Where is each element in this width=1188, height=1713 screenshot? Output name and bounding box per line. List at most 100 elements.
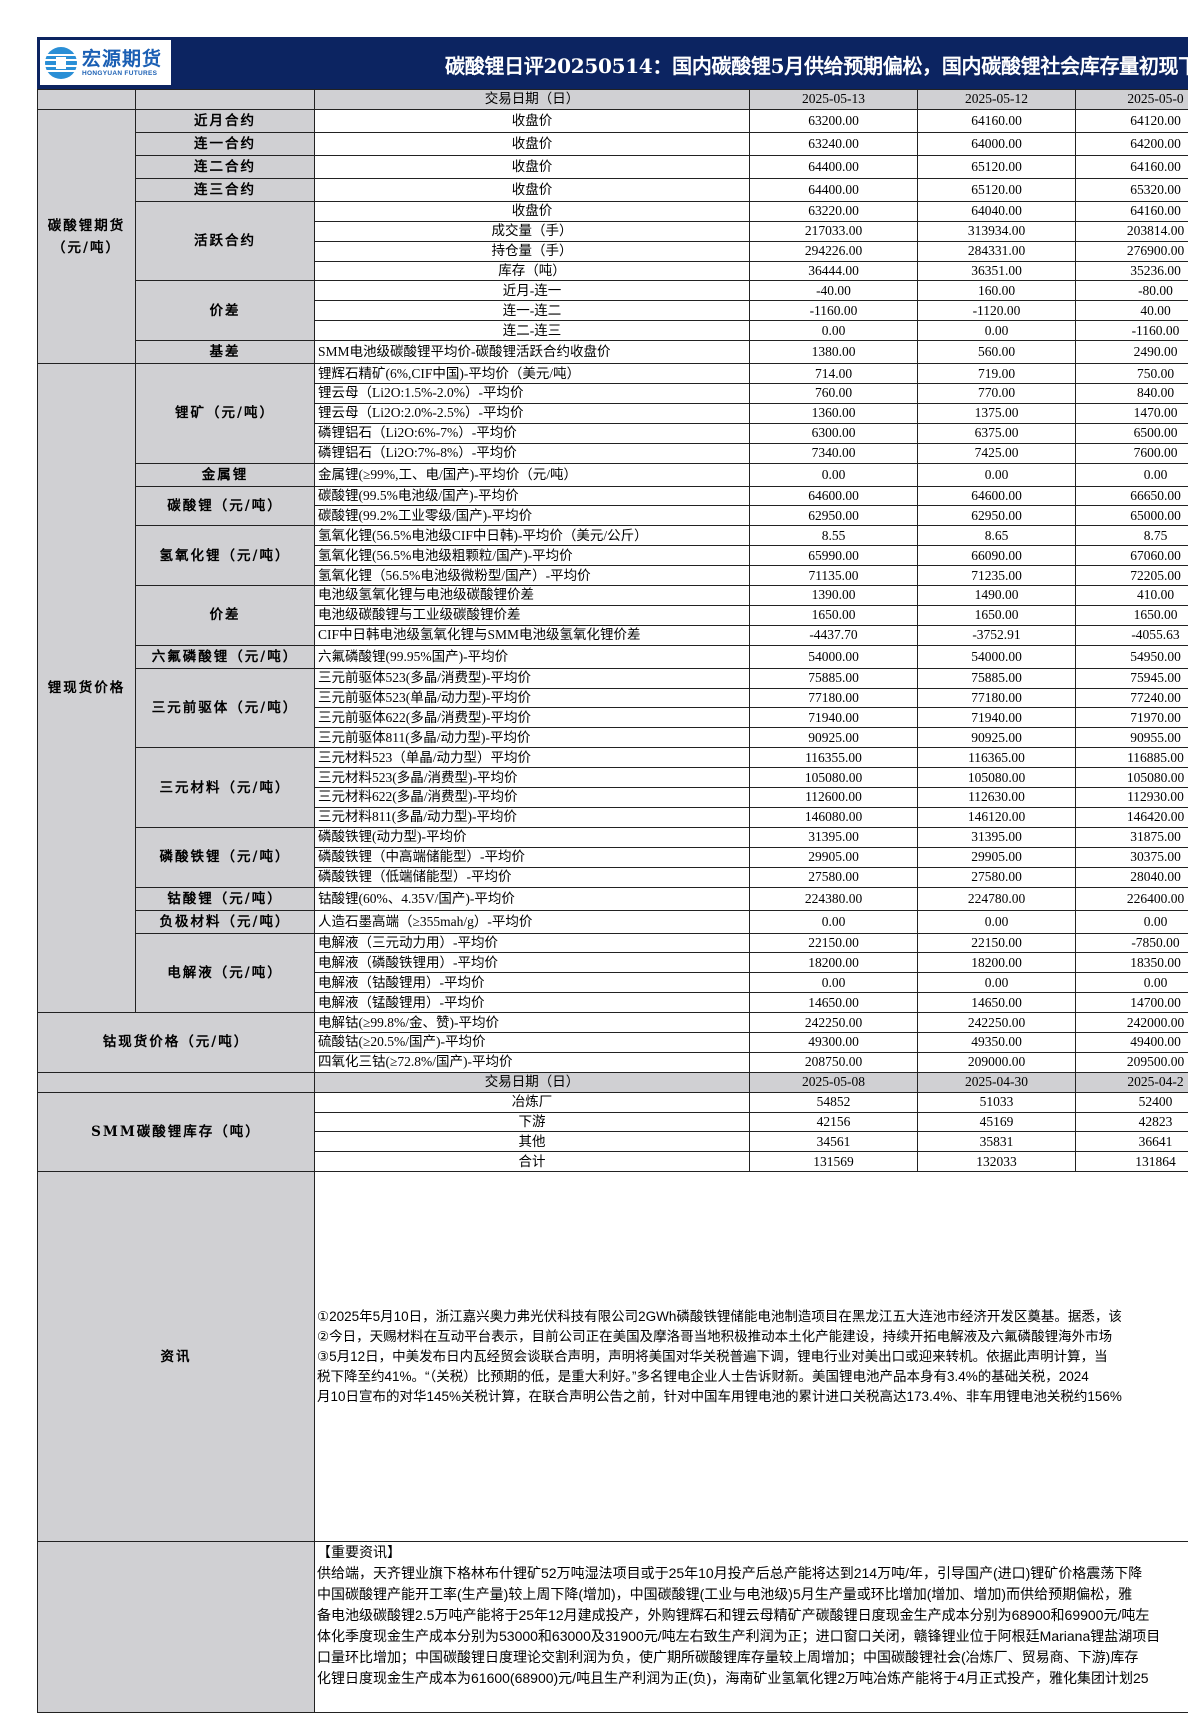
logo-chinese-name: 宏源期货 [82, 48, 162, 70]
group-label: 价差 [136, 281, 315, 341]
row-value: 31395.00 [750, 827, 918, 847]
row-value: 217033.00 [750, 221, 918, 241]
row-item-label: 三元前驱体523(单晶/动力型)-平均价 [315, 688, 750, 708]
row-value: 0.00 [750, 910, 918, 933]
row-value: 64120.00 [1076, 109, 1188, 132]
row-value: 160.00 [918, 281, 1076, 301]
row-item-label: 其他 [315, 1132, 750, 1152]
row-value: 209500.00 [1076, 1052, 1188, 1072]
row-value: 116355.00 [750, 748, 918, 768]
news-line: 供给端，天齐锂业旗下格林布什锂矿52万吨湿法项目或于25年10月投产后总产能将达… [315, 1563, 1185, 1584]
row-item-label: 六氟磷酸锂(99.95%国产)-平均价 [315, 645, 750, 668]
row-value: 54000.00 [750, 645, 918, 668]
row-value: -4055.63 [1076, 625, 1188, 645]
row-value: 36641 [1076, 1132, 1188, 1152]
row-item-label: 电解液（磷酸铁锂用）-平均价 [315, 953, 750, 973]
row-item-label: 冶炼厂 [315, 1092, 750, 1112]
row-value: 72205.00 [1076, 566, 1188, 586]
row-value: 719.00 [918, 364, 1076, 384]
row-item-label: 三元材料523（单晶/动力型）平均价 [315, 748, 750, 768]
row-value: -1160.00 [750, 301, 918, 321]
row-value: 112630.00 [918, 788, 1076, 808]
row-value: 35831 [918, 1132, 1076, 1152]
row-value: 7600.00 [1076, 443, 1188, 463]
row-item-label: CIF中日韩电池级氢氧化锂与SMM电池级氢氧化锂价差 [315, 625, 750, 645]
row-value: 64160.00 [1076, 155, 1188, 178]
row-value: -7850.00 [1076, 933, 1188, 953]
row-value: -1120.00 [918, 301, 1076, 321]
row-value: 54000.00 [918, 645, 1076, 668]
row-item-label: 三元材料811(多晶/动力型)-平均价 [315, 807, 750, 827]
row-value: 560.00 [918, 341, 1076, 364]
group-label: 基差 [136, 341, 315, 364]
row-value: 1360.00 [750, 403, 918, 423]
header-date-label: 交易日期（日） [315, 90, 750, 110]
row-value: 146080.00 [750, 807, 918, 827]
row-value: 770.00 [918, 384, 1076, 404]
news-line: ③5月12日，中美发布日内瓦经贸会谈联合声明，声明将美国对华关税普遍下调，锂电行… [315, 1347, 1185, 1367]
row-value: 64160.00 [1076, 201, 1188, 221]
row-value: 71135.00 [750, 566, 918, 586]
row-value: 49300.00 [750, 1032, 918, 1052]
row-value: 36351.00 [918, 261, 1076, 281]
row-value: 226400.00 [1076, 887, 1188, 910]
row-value: 224380.00 [750, 887, 918, 910]
header-date: 2025-05-13 [750, 90, 918, 110]
row-value: 242250.00 [918, 1013, 1076, 1033]
row-value: 2490.00 [1076, 341, 1188, 364]
row-value: 64040.00 [918, 201, 1076, 221]
row-value: 45169 [918, 1112, 1076, 1132]
section-label: 钴现货价格（元/吨） [38, 1013, 315, 1073]
row-item-label: SMM电池级碳酸锂平均价-碳酸锂活跃合约收盘价 [315, 341, 750, 364]
group-label: 近月合约 [136, 109, 315, 132]
row-value: 276900.00 [1076, 241, 1188, 261]
group-label: 氢氧化锂（元/吨） [136, 526, 315, 586]
header-blank-cell [136, 90, 315, 110]
news-line: 中国碳酸锂产能开工率(生产量)较上周下降(增加)，中国碳酸锂(工业与电池级)5月… [315, 1584, 1185, 1605]
row-value: 29905.00 [750, 847, 918, 867]
row-value: 203814.00 [1076, 221, 1188, 241]
row-item-label: 收盘价 [315, 201, 750, 221]
row-value: 8.55 [750, 526, 918, 546]
row-value: 8.75 [1076, 526, 1188, 546]
important-news-section-content: 【重要资讯】供给端，天齐锂业旗下格林布什锂矿52万吨湿法项目或于25年10月投产… [315, 1542, 1188, 1713]
row-value: 64200.00 [1076, 132, 1188, 155]
row-value: 22150.00 [918, 933, 1076, 953]
row-value: 0.00 [750, 973, 918, 993]
row-item-label: 收盘价 [315, 109, 750, 132]
section-label: 碳酸锂期货 （元/吨） [38, 109, 136, 363]
table-row: 氢氧化锂（元/吨）氢氧化锂(56.5%电池级CIF中日韩)-平均价（美元/公斤）… [38, 526, 1188, 546]
row-item-label: 三元材料523(多晶/消费型)-平均价 [315, 768, 750, 788]
smm-date: 2025-05-08 [750, 1072, 918, 1092]
row-item-label: 锂云母（Li2O:2.0%-2.5%）-平均价 [315, 403, 750, 423]
row-value: 42156 [750, 1112, 918, 1132]
row-value: 64600.00 [918, 486, 1076, 506]
row-value: 64160.00 [918, 109, 1076, 132]
row-value: 284331.00 [918, 241, 1076, 261]
smm-date-label: 交易日期（日） [315, 1072, 750, 1092]
news-line: 备电池级碳酸锂2.5万吨产能将于25年12月建成投产，外购锂辉石和锂云母精矿产碳… [315, 1605, 1185, 1626]
row-value: 65320.00 [1076, 178, 1188, 201]
group-label: 连二合约 [136, 155, 315, 178]
group-label: 三元材料（元/吨） [136, 748, 315, 828]
row-value: 112930.00 [1076, 788, 1188, 808]
header-date: 2025-05-12 [918, 90, 1076, 110]
row-item-label: 磷酸铁锂(动力型)-平均价 [315, 827, 750, 847]
row-value: 64600.00 [750, 486, 918, 506]
row-value: 90925.00 [750, 728, 918, 748]
row-item-label: 电解液（锰酸锂用）-平均价 [315, 993, 750, 1013]
